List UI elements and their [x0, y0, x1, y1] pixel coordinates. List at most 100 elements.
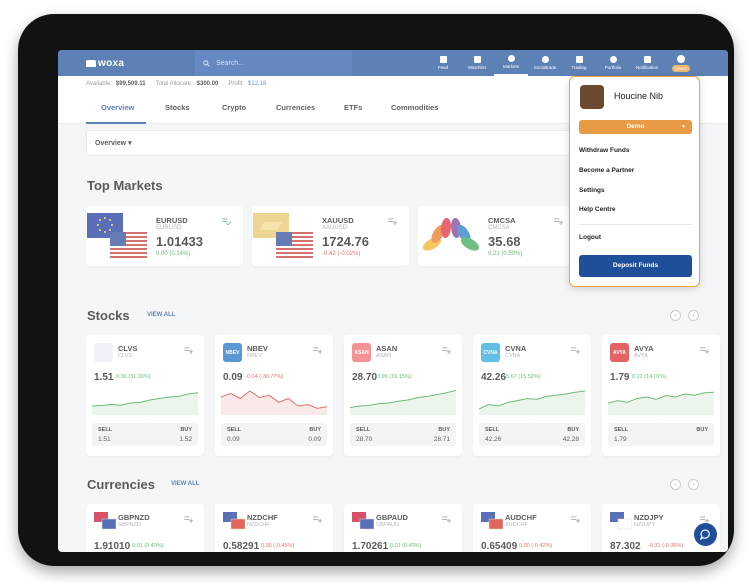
tab-commodities[interactable]: Commodities	[391, 103, 439, 112]
sell-price: 0.09	[227, 436, 240, 443]
currency-price: 87.302	[610, 541, 641, 552]
add-watchlist-icon[interactable]	[700, 347, 709, 354]
tab-crypto[interactable]: Crypto	[222, 103, 247, 112]
profit-label: Profit:	[228, 81, 245, 87]
buy-button[interactable]: BUY 0.09	[273, 423, 327, 446]
add-watchlist-icon[interactable]	[313, 347, 322, 354]
stock-card[interactable]: ASAN ASAN ASAN 28.70 3.99 (16.15%) SELL 28.70 B…	[344, 335, 462, 456]
sell-label: SELL	[614, 427, 629, 433]
available-label: Available:	[86, 81, 112, 87]
market-card-eurusd[interactable]: EURUSD EURUSD 1.01433 0.00 (0.14%)	[86, 206, 243, 266]
tab-stocks[interactable]: Stocks	[165, 103, 190, 112]
brand-logo[interactable]: woxa	[58, 50, 195, 76]
sell-button[interactable]: SELL 1.51	[92, 423, 146, 446]
currency-card[interactable]: GBPNZD GBPNZD 1.91010 0.01 (0.49%)	[86, 504, 204, 552]
nav-portfolio[interactable]: Portfolio	[596, 50, 630, 76]
stocks-view-all-link[interactable]: VIEW ALL	[147, 312, 176, 318]
nav-notification[interactable]: Notification	[630, 50, 664, 76]
compass-icon	[507, 55, 515, 62]
stock-subtitle: CVNA	[505, 353, 521, 359]
chevron-right-icon[interactable]: ›	[688, 310, 699, 321]
add-watchlist-icon[interactable]	[554, 218, 563, 225]
in-watchlist-icon[interactable]	[222, 218, 231, 225]
nav-feed[interactable]: Feed	[426, 50, 460, 76]
stock-price: 42.26	[481, 372, 507, 383]
price-sparkline	[350, 389, 456, 415]
buy-button[interactable]: BUY	[660, 423, 714, 446]
user-avatar	[580, 85, 604, 109]
stock-subtitle: AVYA	[634, 353, 648, 359]
menu-item-logout[interactable]: Logout	[579, 234, 602, 241]
currency-symbol: GBPNZD	[118, 513, 150, 522]
tab-etfs[interactable]: ETFs	[344, 103, 363, 112]
add-watchlist-icon[interactable]	[442, 347, 451, 354]
add-watchlist-icon[interactable]	[388, 218, 397, 225]
nav-markets[interactable]: Markets	[494, 50, 528, 76]
currency-card[interactable]: GBPAUD GBPAUD 1.70261 0.01 (0.43%)	[344, 504, 462, 552]
nav-trading[interactable]: Trading	[562, 50, 596, 76]
add-watchlist-icon[interactable]	[313, 516, 322, 523]
price-sparkline	[479, 390, 585, 415]
market-change: -0.42 (-0.02%)	[322, 251, 361, 257]
stock-subtitle: NBEV	[247, 353, 262, 359]
sell-label: SELL	[485, 427, 500, 433]
buy-price: 1.52	[179, 436, 192, 443]
currency-change: 0.01 (0.49%)	[132, 543, 164, 549]
avatar-icon	[677, 54, 685, 63]
user-menu-button[interactable]: DEMO	[664, 50, 698, 76]
account-select-value: Demo	[626, 123, 645, 130]
menu-divider	[579, 224, 692, 225]
buy-label: BUY	[180, 427, 192, 433]
buy-button[interactable]: BUY 1.52	[144, 423, 198, 446]
add-watchlist-icon[interactable]	[184, 347, 193, 354]
market-price: 1.01433	[156, 234, 203, 249]
menu-item-withdraw-funds[interactable]: Withdraw Funds	[579, 147, 630, 154]
stock-card[interactable]: CVNA CVNA CVNA 42.26 5.67 (15.50%) SELL 42.26 B…	[473, 335, 591, 456]
nav-label: Notification	[635, 65, 659, 70]
currencies-view-all-link[interactable]: VIEW ALL	[171, 481, 200, 487]
menu-item-become-partner[interactable]: Become a Partner	[579, 167, 635, 174]
stock-logo	[94, 343, 113, 362]
currency-price: 1.91010	[94, 541, 131, 552]
tab-currencies[interactable]: Currencies	[276, 103, 316, 112]
market-card-xauusd[interactable]: XAUUSD XAUUSD 1724.76 -0.42 (-0.02%)	[252, 206, 409, 266]
add-watchlist-icon[interactable]	[571, 516, 580, 523]
sell-label: SELL	[356, 427, 371, 433]
stock-logo-text: NBEV	[225, 349, 240, 356]
search-input[interactable]: Search...	[195, 50, 352, 76]
add-watchlist-icon[interactable]	[442, 516, 451, 523]
menu-item-help-centre[interactable]: Help Centre	[579, 206, 616, 213]
sell-button[interactable]: SELL 1.79	[608, 423, 662, 446]
sell-button[interactable]: SELL 0.09	[221, 423, 275, 446]
nav-watchlist[interactable]: Watchlist	[460, 50, 494, 76]
chevron-left-icon[interactable]: ‹	[670, 310, 681, 321]
market-card-cmcsa[interactable]: CMCSA CMCSA 35.68 0.21 (0.59%)	[418, 206, 575, 266]
profit-value: $12.18	[248, 81, 267, 87]
deposit-funds-button[interactable]: Deposit Funds	[579, 255, 692, 277]
sparkline-line	[221, 390, 327, 409]
buy-button[interactable]: BUY 42.28	[531, 423, 585, 446]
menu-item-settings[interactable]: Settings	[579, 187, 605, 194]
tab-overview[interactable]: Overview	[101, 103, 135, 112]
chevron-left-icon[interactable]: ‹	[670, 479, 681, 490]
stock-card[interactable]: AVYA AVYA AVYA 1.79 0.22 (14.01%) SELL 1.79 BUY	[602, 335, 720, 456]
stock-card[interactable]: CLVS CLVS 1.51 0.36 (31.30%) SELL 1.51 BUY 1.52	[86, 335, 204, 456]
sell-label: SELL	[227, 427, 242, 433]
currency-card[interactable]: NZDCHF NZDCHF 0.58291 0.00 (-0.45%)	[215, 504, 333, 552]
chevron-right-icon[interactable]: ›	[688, 479, 699, 490]
chat-button[interactable]	[694, 523, 717, 546]
buy-label: BUY	[567, 427, 579, 433]
sell-button[interactable]: SELL 28.70	[350, 423, 404, 446]
account-select[interactable]: Demo ▼	[579, 120, 692, 134]
feed-icon	[439, 56, 447, 63]
sell-button[interactable]: SELL 42.26	[479, 423, 533, 446]
add-watchlist-icon[interactable]	[700, 516, 709, 523]
app-screen: woxa Search... Feed Watchlist Markets So…	[58, 50, 728, 552]
currency-card[interactable]: AUDCHF AUDCHF 0.65409 0.00 (-0.42%)	[473, 504, 591, 552]
currency-pair-flag-icon	[223, 512, 245, 530]
buy-button[interactable]: BUY 28.71	[402, 423, 456, 446]
stock-card[interactable]: NBEV NBEV NBEV 0.09 -0.04 (-30.77%) SELL 0.09 B…	[215, 335, 333, 456]
add-watchlist-icon[interactable]	[571, 347, 580, 354]
add-watchlist-icon[interactable]	[184, 516, 193, 523]
nav-socialtrade[interactable]: Socialtrade	[528, 50, 562, 76]
